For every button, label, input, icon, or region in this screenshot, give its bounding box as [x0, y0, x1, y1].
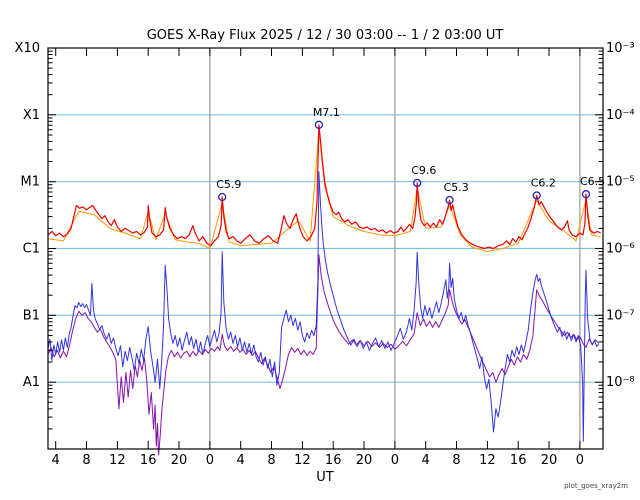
x-tick-label: 20 — [356, 453, 373, 468]
y-axis-label-left: B1 — [23, 308, 40, 323]
y-axis-label-right: 10⁻⁵ — [606, 175, 635, 190]
y-axis-label-left: M1 — [21, 175, 41, 190]
x-tick-label: 12 — [294, 453, 311, 468]
x-tick-label: 16 — [510, 453, 527, 468]
x-tick-label: 8 — [267, 453, 275, 468]
y-axis-label-left: X1 — [23, 108, 40, 123]
flare-marker-C6.5 — [581, 190, 591, 199]
flare-marker-C5.9 — [218, 192, 227, 202]
x-tick-label: 0 — [576, 453, 584, 468]
x-tick-label: 12 — [109, 453, 126, 468]
flare-marker-M7.1 — [314, 120, 324, 129]
y-axis-label-right: 10⁻⁶ — [606, 242, 635, 257]
x-tick-label: 20 — [541, 453, 558, 468]
series-short-xray-primary — [48, 171, 600, 442]
x-tick-label: 20 — [171, 453, 188, 468]
y-axis-label-left: C1 — [23, 242, 40, 257]
y-axis-label-left: X10 — [15, 41, 40, 56]
watermark-label: plot_goes_xray2m — [564, 482, 628, 490]
chart-title: GOES X-Ray Flux 2025 / 12 / 30 03:00 -- … — [146, 28, 504, 43]
x-tick-label: 8 — [82, 453, 90, 468]
series-long-xray-secondary — [48, 129, 601, 253]
y-axis-label-left: A1 — [23, 375, 40, 390]
x-tick-label: 4 — [237, 453, 245, 468]
flare-label-C6.2: C6.2 — [531, 177, 556, 190]
series-short-xray-secondary — [48, 254, 599, 456]
x-tick-label: 0 — [206, 453, 214, 468]
flare-marker-C9.6 — [413, 178, 422, 188]
x-tick-label: 12 — [479, 453, 496, 468]
x-tick-label: 16 — [140, 453, 157, 468]
y-axis-label-right: 10⁻⁸ — [606, 375, 635, 390]
flare-marker-C6.2 — [532, 191, 541, 200]
x-axis-title: UT — [316, 470, 334, 485]
flare-label-C6.5: C6.5 — [580, 175, 605, 188]
flare-label-C9.6: C9.6 — [411, 164, 436, 177]
y-axis-label-right: 10⁻⁴ — [606, 108, 635, 123]
x-tick-label: 4 — [422, 453, 430, 468]
series-long-xray-primary — [48, 124, 601, 250]
series-group — [48, 124, 601, 456]
x-tick-label: 0 — [391, 453, 399, 468]
flare-label-C5.9: C5.9 — [216, 178, 241, 191]
y-axis-label-right: 10⁻³ — [606, 41, 635, 56]
y-axis-label-right: 10⁻⁷ — [606, 308, 635, 323]
flare-marker-C5.3 — [445, 195, 454, 205]
x-tick-label: 8 — [452, 453, 460, 468]
x-tick-label: 16 — [325, 453, 342, 468]
x-tick-label: 4 — [52, 453, 60, 468]
flare-label-C5.3: C5.3 — [444, 181, 469, 194]
flare-label-M7.1: M7.1 — [313, 106, 340, 119]
